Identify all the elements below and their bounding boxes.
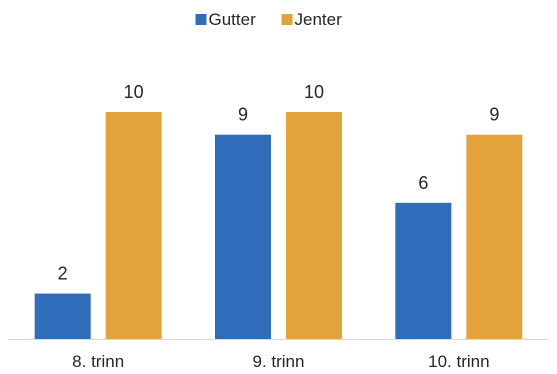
bar-jenter-1	[105, 112, 162, 339]
bar-gutter-3	[395, 202, 452, 339]
legend-swatch-jenter	[281, 14, 293, 25]
data-label-gutter-2: 9	[238, 105, 248, 125]
bar-jenter-2	[286, 112, 342, 339]
x-tick-label: 10. trinn	[428, 352, 489, 371]
legend-label-jenter: Jenter	[295, 10, 343, 29]
legend-label-gutter: Gutter	[209, 10, 257, 29]
bar-gutter-1	[34, 293, 91, 339]
x-axis: 8. trinn 9. trinn 10. trinn	[8, 339, 549, 371]
plot-area: 2 10 9 10 6 9	[34, 82, 523, 339]
legend-swatch-gutter	[195, 14, 207, 25]
data-label-gutter-3: 6	[418, 173, 428, 193]
bar-jenter-3	[466, 134, 523, 339]
x-tick-label: 9. trinn	[253, 352, 305, 371]
bar-gutter-2	[215, 134, 271, 339]
data-label-jenter-3: 9	[489, 105, 499, 125]
legend: Gutter Jenter	[195, 10, 343, 29]
data-label-jenter-2: 10	[304, 82, 324, 102]
data-label-jenter-1: 10	[124, 82, 144, 102]
data-label-gutter-1: 2	[58, 264, 68, 284]
x-tick-label: 8. trinn	[72, 352, 124, 371]
